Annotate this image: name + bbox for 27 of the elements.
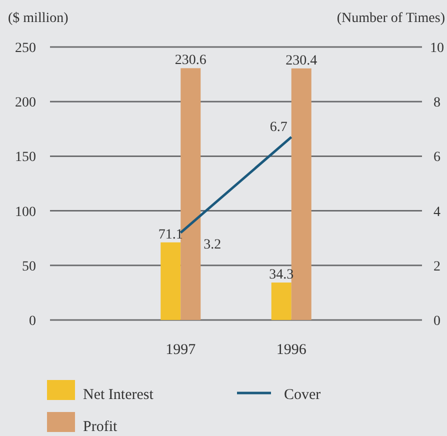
y2-axis-title: (Number of Times): [336, 11, 446, 26]
y-tick-label: 200: [15, 96, 36, 111]
data-label: 3.2: [204, 238, 222, 253]
legend-label: Profit: [83, 419, 118, 435]
y2-tick-label: 0: [434, 314, 440, 329]
data-label: 230.4: [286, 53, 318, 68]
y-tick-label: 100: [15, 204, 36, 220]
y-tick-label: 0: [29, 314, 36, 329]
bar: [180, 68, 201, 320]
x-tick-label: 1997: [166, 342, 196, 358]
data-label: 6.7: [270, 120, 288, 136]
y2-tick-label: 4: [434, 204, 440, 220]
bar: [160, 242, 181, 320]
bar: [291, 68, 312, 320]
y2-tick-label: 2: [434, 259, 440, 274]
bar: [271, 282, 292, 320]
y2-tick-label: 6: [434, 150, 440, 166]
y-axis-title: ($ million): [8, 11, 69, 26]
y-tick-label: 50: [22, 259, 36, 274]
y-tick-label: 150: [15, 150, 36, 166]
y2-tick-label: 8: [434, 96, 440, 111]
legend-label: Net Interest: [83, 387, 154, 403]
data-label: 230.6: [174, 53, 206, 68]
legend-label: Cover: [284, 387, 321, 403]
y-tick-label: 250: [15, 41, 36, 56]
y2-tick-label: 10: [430, 41, 444, 56]
x-tick-label: 1996: [276, 342, 307, 358]
